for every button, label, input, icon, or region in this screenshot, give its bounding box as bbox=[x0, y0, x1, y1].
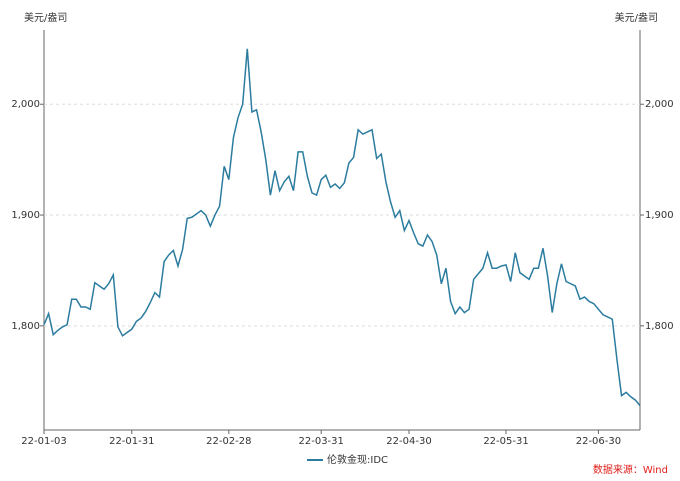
x-tick-label: 22-03-31 bbox=[299, 436, 344, 447]
x-tick-label: 22-06-30 bbox=[576, 436, 621, 447]
y2-unit: 美元/盎司 bbox=[615, 11, 658, 24]
x-tick-label: 22-04-30 bbox=[386, 436, 431, 447]
y-tick-label: 2,000 bbox=[11, 99, 40, 110]
y-tick-label: 1,900 bbox=[11, 210, 40, 221]
x-tick-label: 22-01-31 bbox=[109, 436, 154, 447]
source: 数据来源：Wind bbox=[593, 463, 668, 476]
x-tick-label: 22-02-28 bbox=[206, 436, 251, 447]
y-unit: 美元/盎司 bbox=[24, 11, 67, 24]
y2-tick-label: 1,900 bbox=[645, 210, 674, 221]
legend-label: 伦敦金现:IDC bbox=[327, 453, 388, 466]
y-tick-label: 1,800 bbox=[11, 321, 40, 332]
y2-tick-label: 2,000 bbox=[645, 99, 674, 110]
x-tick-label: 22-05-31 bbox=[483, 436, 528, 447]
y2-tick-label: 1,800 bbox=[645, 321, 674, 332]
line-series bbox=[43, 48, 641, 407]
x-tick-label: 22-01-03 bbox=[21, 436, 66, 447]
